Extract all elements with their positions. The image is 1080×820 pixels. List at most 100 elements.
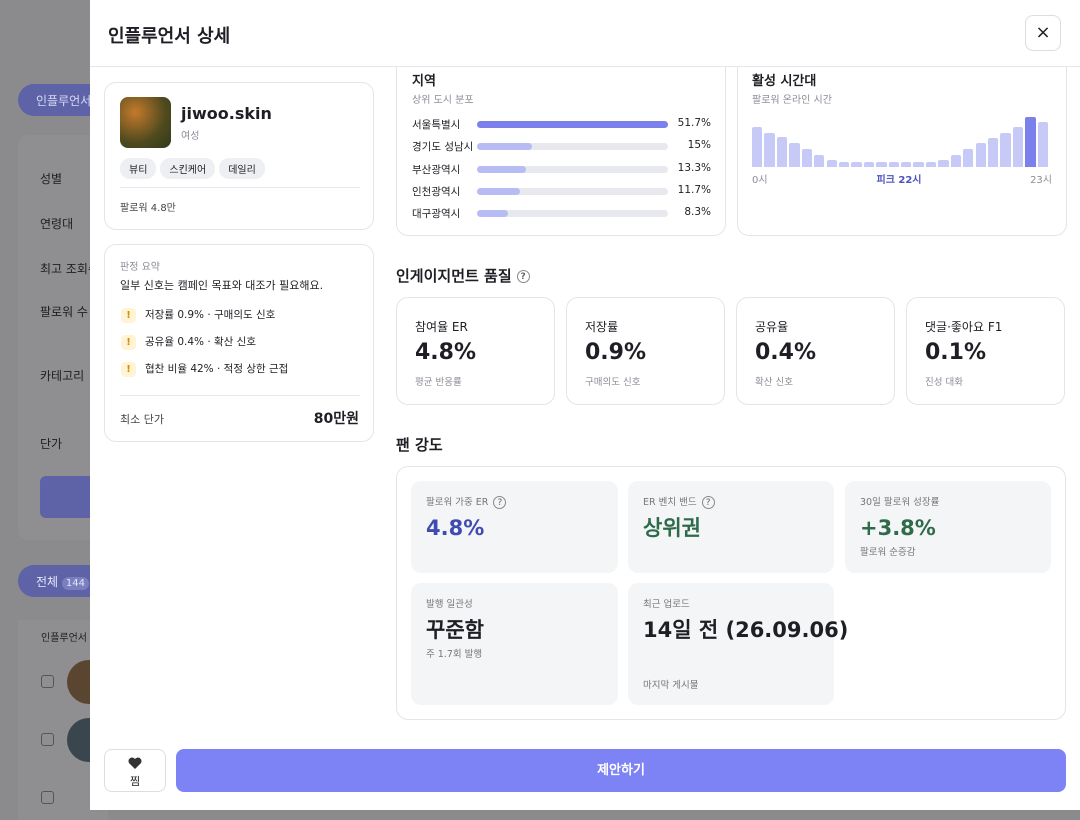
- hour-bar: [776, 137, 788, 167]
- save-button[interactable]: 찜: [104, 749, 166, 792]
- value-label: 15%: [687, 139, 711, 152]
- tag: 스킨케어: [160, 158, 216, 179]
- help-icon[interactable]: ?: [516, 270, 530, 283]
- hour-bar: [901, 162, 912, 167]
- header: 인플루언서 상세 ×: [90, 0, 1080, 67]
- value-label: 13.3%: [677, 161, 711, 174]
- metric-card: 댓글·좋아요 F1 0.1% 진성 대화: [906, 297, 1065, 405]
- fan-label: 팔로워 가중 ER?: [426, 494, 507, 509]
- fan-box: 팔로워 가중 ER? 4.8% ER 벤치 밴드? 상위권 30일 팔로워 성장률 +3.…: [396, 466, 1066, 720]
- city: 대구광역시: [412, 208, 461, 221]
- metric-value: 0.9%: [585, 340, 647, 365]
- gender: 여성: [181, 131, 200, 142]
- fan-label-text: 팔로워 가중 ER: [426, 497, 489, 508]
- hour-bar: [752, 127, 763, 167]
- metric-card: 공유율 0.4% 확산 신호: [736, 297, 895, 405]
- verdict-item: 공유율 0.4% · 확산 신호: [145, 336, 256, 348]
- city: 인천광역시: [412, 185, 461, 198]
- tag: 뷰티: [120, 158, 157, 179]
- close-button[interactable]: ×: [1025, 15, 1061, 51]
- hour-bar: [826, 160, 837, 167]
- bg-list-tab-label: 전체: [36, 575, 59, 589]
- hour-bar: [888, 162, 899, 167]
- modal: 지역 상위 도시 분포 서울특별시 51.7% 경기도 성남시 15% 부산광역시 13.…: [90, 0, 1080, 810]
- fan-card: 발행 일관성 꾸준함 주 1.7회 발행: [411, 583, 618, 705]
- metric-value: 0.4%: [755, 340, 817, 365]
- bar-track: [477, 143, 668, 151]
- bg-filter-label: 최고 조회수: [40, 262, 100, 276]
- city: 부산광역시: [412, 163, 461, 176]
- city: 서울특별시: [412, 119, 461, 131]
- heart-icon: [128, 757, 142, 769]
- propose-button[interactable]: 제안하기: [176, 749, 1066, 792]
- metric-label: 저장률: [585, 320, 619, 334]
- metric-note: 구매의도 신호: [585, 377, 641, 388]
- hour-bar: [987, 138, 999, 167]
- metric-value: 4.8%: [415, 340, 477, 365]
- metric-note: 진성 대화: [925, 377, 963, 388]
- verdict-item: 협찬 비율 42% · 적정 상한 근접: [145, 363, 289, 375]
- bar-track: [477, 187, 668, 195]
- tags: 뷰티 스킨케어 데일리: [120, 158, 269, 179]
- hour-bar: [789, 143, 800, 167]
- fan-note: 팔로워 순증감: [860, 547, 916, 558]
- checkbox[interactable]: [41, 733, 54, 746]
- metric-label: 공유율: [755, 320, 789, 334]
- fan-label-text: ER 벤치 밴드: [643, 497, 697, 508]
- warning-icon: !: [121, 335, 136, 350]
- card-title: 활성 시간대: [752, 74, 817, 89]
- bg-filter-panel: 성별 연령대 최고 조회수 팔로워 수 카테고리 단가: [18, 135, 108, 540]
- bar: [477, 143, 533, 151]
- activity-card: 활성 시간대 팔로워 온라인 시간 0시 피크 22시 23시: [737, 40, 1067, 236]
- region-card: 지역 상위 도시 분포 서울특별시 51.7% 경기도 성남시 15% 부산광역시 13.…: [396, 40, 726, 236]
- verdict-item: 저장률 0.9% · 구매의도 신호: [145, 309, 276, 321]
- hour-bar: [1012, 127, 1024, 167]
- checkbox[interactable]: [41, 675, 54, 688]
- card-subtitle: 팔로워 온라인 시간: [752, 95, 832, 106]
- price-label: 최소 단가: [120, 413, 164, 426]
- bg-filter-label: 연령대: [40, 217, 74, 231]
- bar: [477, 165, 527, 173]
- modal-title: 인플루언서 상세: [108, 26, 231, 47]
- fan-note: 주 1.7회 발행: [426, 649, 483, 660]
- divider: [120, 187, 360, 188]
- hour-bar: [963, 149, 974, 167]
- avatar: [120, 97, 171, 148]
- card-title: 지역: [412, 74, 436, 89]
- fan-card: ER 벤치 밴드? 상위권: [628, 481, 834, 573]
- fan-value: 상위권: [643, 516, 701, 540]
- metric-note: 확산 신호: [755, 377, 793, 388]
- profile-card: jiwoo.skin 여성 뷰티 스킨케어 데일리 팔로워 4.8만: [104, 82, 374, 230]
- help-icon[interactable]: ?: [701, 496, 715, 509]
- bar-track: [477, 165, 668, 173]
- city: 경기도 성남시: [412, 141, 474, 154]
- checkbox[interactable]: [41, 791, 54, 804]
- metric-card: 참여율 ER 4.8% 평균 반응률: [396, 297, 555, 405]
- hour-bar: [801, 149, 813, 167]
- verdict-title: 판정 요약: [120, 262, 160, 273]
- hour-bar: [814, 155, 825, 167]
- hour-bar: [1037, 122, 1048, 167]
- price: 80만원: [313, 411, 359, 427]
- value-label: 8.3%: [684, 206, 711, 219]
- fan-note: 마지막 게시물: [643, 680, 699, 691]
- value-label: 11.7%: [677, 183, 711, 196]
- bg-filter-label: 성별: [40, 172, 63, 186]
- metric-label: 참여율 ER: [415, 320, 468, 334]
- fan-value: +3.8%: [860, 516, 936, 540]
- fan-label: 30일 팔로워 성장률: [860, 494, 939, 508]
- fan-label-text: 최근 업로드: [643, 599, 690, 610]
- hour-bar: [938, 160, 949, 167]
- metric-card: 저장률 0.9% 구매의도 신호: [566, 297, 725, 405]
- username: jiwoo.skin: [181, 104, 272, 123]
- hour-bar: [876, 162, 887, 167]
- metric-label: 댓글·좋아요 F1: [925, 320, 1003, 334]
- hour-bar: [838, 162, 850, 167]
- fan-label: 최근 업로드: [643, 596, 690, 610]
- hour-bar: [925, 162, 937, 167]
- fan-card: 30일 팔로워 성장률 +3.8% 팔로워 순증감: [845, 481, 1051, 573]
- hour-bar: [1000, 133, 1011, 167]
- help-icon[interactable]: ?: [493, 496, 507, 509]
- axis-label: 0시: [752, 175, 768, 186]
